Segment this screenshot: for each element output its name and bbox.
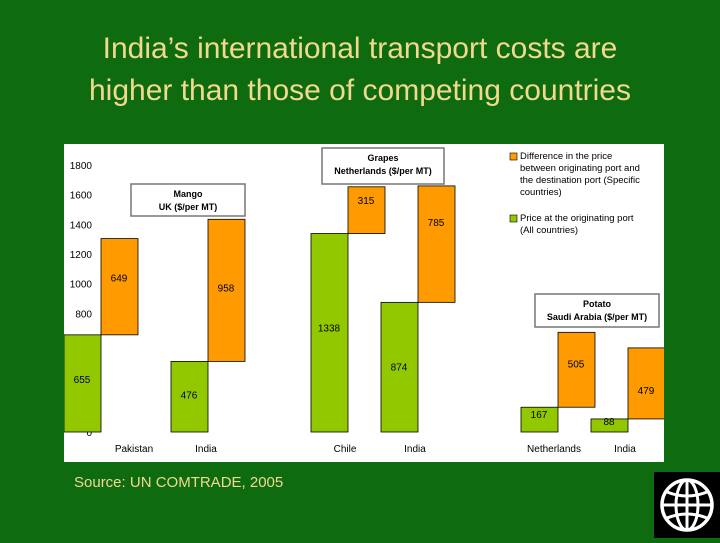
y-tick-label: 1600 — [70, 191, 93, 202]
group-label-title: Potato — [583, 299, 612, 309]
group-label-title: Grapes — [367, 153, 398, 163]
y-tick-label: 1200 — [70, 250, 93, 261]
data-label-price: 874 — [391, 362, 408, 373]
data-label-difference: 649 — [111, 274, 128, 285]
chart-panel: 020040060080010001200140016001800655649P… — [64, 144, 664, 462]
legend-text-price: (All countries) — [520, 225, 578, 236]
y-tick-label: 0 — [86, 428, 92, 439]
slide-title-line-2: higher than those of competing countries — [88, 74, 631, 107]
x-tick-label: India — [404, 444, 426, 455]
data-label-difference: 479 — [638, 386, 655, 397]
group-label-title: Mango — [174, 189, 203, 199]
bar-price — [380, 301, 419, 433]
data-label-price: 167 — [531, 410, 548, 421]
x-tick-label: Netherlands — [527, 444, 581, 455]
legend-text-difference: Difference in the price — [520, 151, 612, 162]
bar-difference — [417, 185, 456, 303]
slide-title-line-1: India’s international transport costs ar… — [102, 32, 618, 65]
group-label-subtitle: Netherlands ($/per MT) — [334, 166, 432, 176]
y-tick-label: 1000 — [70, 280, 93, 291]
group-label-box — [130, 183, 246, 217]
source-note: Source: UN COMTRADE, 2005 — [74, 474, 284, 491]
data-label-difference: 958 — [218, 283, 235, 294]
y-tick-label: 1400 — [70, 220, 93, 231]
x-tick-label: India — [614, 444, 636, 455]
bar-difference — [627, 347, 664, 420]
data-label-difference: 785 — [428, 218, 445, 229]
group-label-subtitle: Saudi Arabia ($/per MT) — [547, 312, 647, 322]
data-label-price: 1338 — [318, 324, 341, 335]
group-label-subtitle: UK ($/per MT) — [159, 202, 218, 212]
legend-swatch-price — [509, 214, 518, 223]
bar-price — [310, 233, 349, 433]
legend-swatch-difference — [509, 152, 518, 161]
bar-difference — [207, 218, 246, 362]
group-label-box — [321, 147, 445, 185]
slide-title: India’s international transport costs ar… — [0, 28, 720, 112]
bar-price — [520, 406, 559, 433]
world-bank-logo — [654, 472, 720, 538]
y-tick-label: 1800 — [70, 161, 93, 172]
bar-difference — [557, 331, 596, 408]
legend-text-difference: between originating port and — [520, 163, 640, 174]
bar-difference — [347, 186, 386, 234]
data-label-price: 476 — [181, 390, 198, 401]
data-label-price: 88 — [603, 417, 615, 428]
data-label-price: 655 — [74, 375, 91, 386]
y-tick-label: 800 — [75, 309, 92, 320]
data-label-difference: 505 — [568, 359, 585, 370]
data-label-difference: 315 — [358, 196, 375, 207]
x-tick-label: Pakistan — [115, 444, 153, 455]
x-tick-label: India — [195, 444, 217, 455]
bar-chart: 020040060080010001200140016001800655649P… — [64, 147, 664, 455]
x-tick-label: Chile — [334, 444, 357, 455]
bar-price — [64, 334, 102, 433]
bar-price — [170, 360, 209, 433]
bar-price — [590, 418, 629, 433]
bar-difference — [100, 238, 139, 336]
group-label-box — [534, 293, 660, 328]
legend-text-difference: the destination port (Specific — [520, 175, 640, 186]
legend-text-price: Price at the originating port — [520, 213, 634, 224]
legend-text-difference: countries) — [520, 187, 562, 198]
